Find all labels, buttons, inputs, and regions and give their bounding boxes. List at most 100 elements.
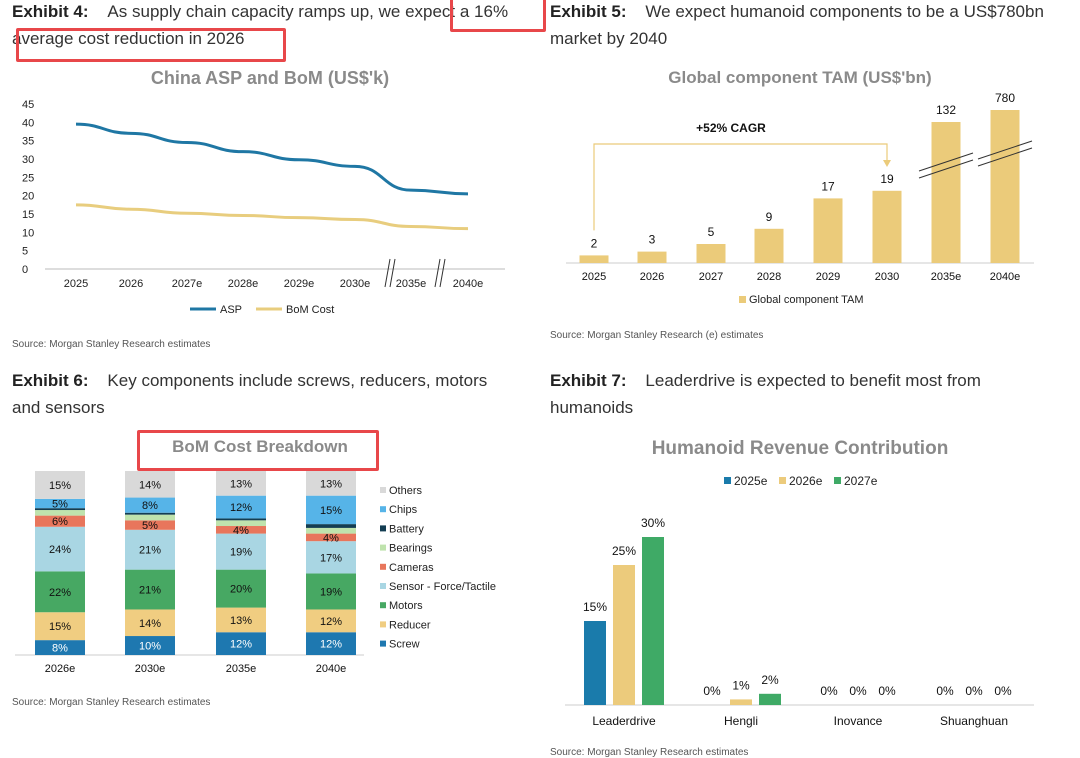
segment-motors (35, 571, 85, 613)
segment-cameras (306, 533, 356, 542)
x-tick-label: 2029e (284, 278, 315, 290)
exhibit-6-text2: and sensors (12, 398, 105, 417)
value-label: 0% (965, 684, 983, 698)
data-label: 12% (320, 639, 342, 651)
x-tick-label: Leaderdrive (592, 714, 656, 728)
bar-leaderdrive-2027e (642, 537, 664, 705)
segment-sensor-force-tactile (306, 541, 356, 574)
exhibit-5-caption: Exhibit 5: We expect humanoid components… (550, 0, 1070, 52)
segment-sensor-force-tactile (125, 529, 175, 570)
exhibit-5-text2: market by 2040 (550, 29, 668, 48)
chart-title-revenue: Humanoid Revenue Contribution (651, 438, 949, 459)
data-label: 24% (49, 544, 71, 556)
segment-bearings (35, 510, 85, 516)
x-tick-label: 2027e (172, 278, 203, 290)
value-label: 30% (641, 516, 665, 530)
legend-swatch (380, 563, 386, 570)
value-label: 0% (878, 684, 896, 698)
axis-break-mark (977, 140, 1033, 160)
segment-battery (35, 508, 85, 511)
x-tick-label: 2040e (316, 663, 347, 675)
x-tick-label: 2035e (931, 271, 962, 283)
data-label: 19% (230, 547, 252, 559)
bar-2029 (813, 198, 843, 263)
value-label: 15% (583, 600, 607, 614)
legend-label: Chips (389, 504, 418, 516)
exhibit-6-label: Exhibit 6: (12, 371, 89, 390)
x-tick-label: 2025 (64, 278, 88, 290)
exhibit-7-label: Exhibit 7: (550, 371, 627, 390)
y-tick-label: 45 (22, 99, 34, 111)
value-label: 1% (732, 678, 750, 692)
chart-title-tam: Global component TAM (US$'bn) (668, 68, 932, 87)
y-tick-label: 40 (22, 117, 34, 129)
x-tick-label: Shuanghuan (940, 714, 1008, 728)
data-label: 14% (139, 479, 161, 491)
data-label: 10% (139, 641, 161, 653)
data-label: 13% (230, 478, 252, 490)
y-tick-label: 0 (22, 264, 28, 276)
highlight-box-16pct (450, 0, 546, 32)
data-label: 19% (320, 586, 342, 598)
x-tick-label: 2040e (453, 278, 484, 290)
legend-swatch (380, 506, 386, 513)
exhibit-5-text: We expect humanoid components to be a US… (645, 2, 1044, 21)
exhibit-4-text: As supply chain capacity ramps up, we ex… (107, 2, 509, 21)
axis-break-mark (439, 258, 446, 288)
chart-title-bom-breakdown: BoM Cost Breakdown (172, 437, 348, 456)
data-label: 15% (49, 480, 71, 492)
exhibit-4-label: Exhibit 4: (12, 2, 89, 21)
bar-2028 (754, 228, 784, 263)
segment-reducer (125, 609, 175, 637)
data-label: 12% (320, 616, 342, 628)
legend-label: Cameras (389, 562, 434, 574)
value-label: 2% (761, 673, 779, 687)
data-label: 17% (320, 552, 342, 564)
legend-swatch (380, 487, 386, 493)
legend-label: ASP (220, 304, 242, 316)
legend-label: Global component TAM (749, 294, 864, 306)
bar-hengli-2027e (759, 693, 781, 705)
legend-swatch (380, 544, 386, 551)
x-tick-label: 2030 (875, 271, 899, 283)
x-tick-label: 2040e (990, 271, 1021, 283)
cagr-annotation: +52% CAGR (696, 121, 766, 135)
segment-screw (35, 640, 85, 655)
segment-others (306, 471, 356, 496)
value-label: 17 (821, 179, 835, 193)
source-exhibit-7: Source: Morgan Stanley Research estimate… (550, 747, 749, 758)
exhibit-7-text2: humanoids (550, 398, 634, 417)
segment-sensor-force-tactile (216, 533, 266, 570)
data-label: 4% (323, 532, 339, 544)
value-label: 25% (612, 544, 636, 558)
data-label: 20% (230, 584, 252, 596)
bar-2035e (931, 122, 961, 263)
data-label: 5% (52, 499, 68, 511)
exhibit-6-caption: Exhibit 6: Key components include screws… (12, 367, 532, 421)
source-exhibit-5: Source: Morgan Stanley Research (e) esti… (550, 330, 764, 341)
segment-battery (306, 524, 356, 528)
legend-swatch (834, 477, 841, 484)
data-label: 5% (142, 520, 158, 532)
data-label: 12% (230, 639, 252, 651)
data-label: 21% (139, 585, 161, 597)
value-label: 0% (820, 684, 838, 698)
data-label: 12% (230, 502, 252, 514)
legend-swatch (724, 477, 731, 484)
exhibit-4-caption: Exhibit 4: As supply chain capacity ramp… (12, 0, 542, 52)
value-label: 2 (591, 236, 598, 250)
segment-battery (216, 518, 266, 521)
data-label: 22% (49, 587, 71, 599)
segment-bearings (125, 514, 175, 521)
exhibit-4-text2: average cost reduction in 2026 (12, 29, 245, 48)
bar-leaderdrive-2026e (613, 565, 635, 705)
data-label: 15% (320, 505, 342, 517)
x-tick-label: 2028e (228, 278, 259, 290)
legend-swatch (739, 296, 746, 303)
y-tick-label: 10 (22, 227, 34, 239)
data-label: 13% (320, 478, 342, 490)
data-label: 13% (230, 615, 252, 627)
y-tick-label: 25 (22, 172, 34, 184)
